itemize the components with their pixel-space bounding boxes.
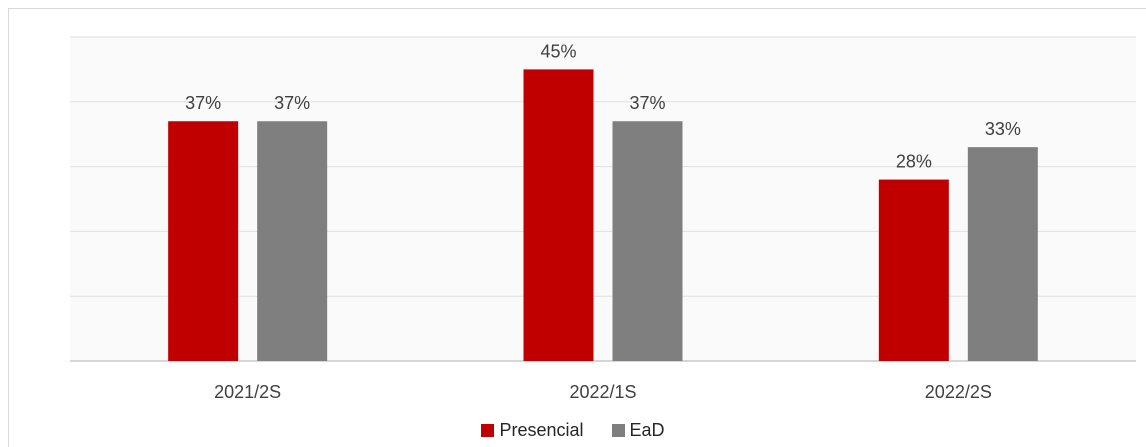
data-label: 45% <box>540 41 576 61</box>
data-label: 37% <box>185 93 221 113</box>
bar-ead-2022-1s <box>612 121 683 362</box>
bar-presencial-2021-2s <box>168 121 239 362</box>
legend-swatch-presencial <box>481 423 495 437</box>
bar-presencial-2022-1s <box>523 69 594 362</box>
data-label: 28% <box>896 152 932 172</box>
chart-legend: Presencial EaD <box>0 419 1146 441</box>
bar-ead-2022-2s <box>967 147 1038 361</box>
data-label: 33% <box>985 119 1021 139</box>
data-label: 37% <box>274 93 310 113</box>
data-label: 37% <box>629 93 665 113</box>
legend-label-ead: EaD <box>629 419 665 440</box>
bar-presencial-2022-2s <box>878 179 949 361</box>
legend-swatch-ead <box>611 423 625 437</box>
x-tick-label: 2021/2S <box>214 382 281 402</box>
legend-item-ead: EaD <box>611 419 665 441</box>
x-tick-label: 2022/1S <box>569 382 636 402</box>
bar-ead-2021-2s <box>257 121 328 362</box>
plot-area <box>70 37 1136 361</box>
legend-item-presencial: Presencial <box>481 419 584 441</box>
legend-label-presencial: Presencial <box>499 419 584 440</box>
x-tick-label: 2022/2S <box>925 382 992 402</box>
